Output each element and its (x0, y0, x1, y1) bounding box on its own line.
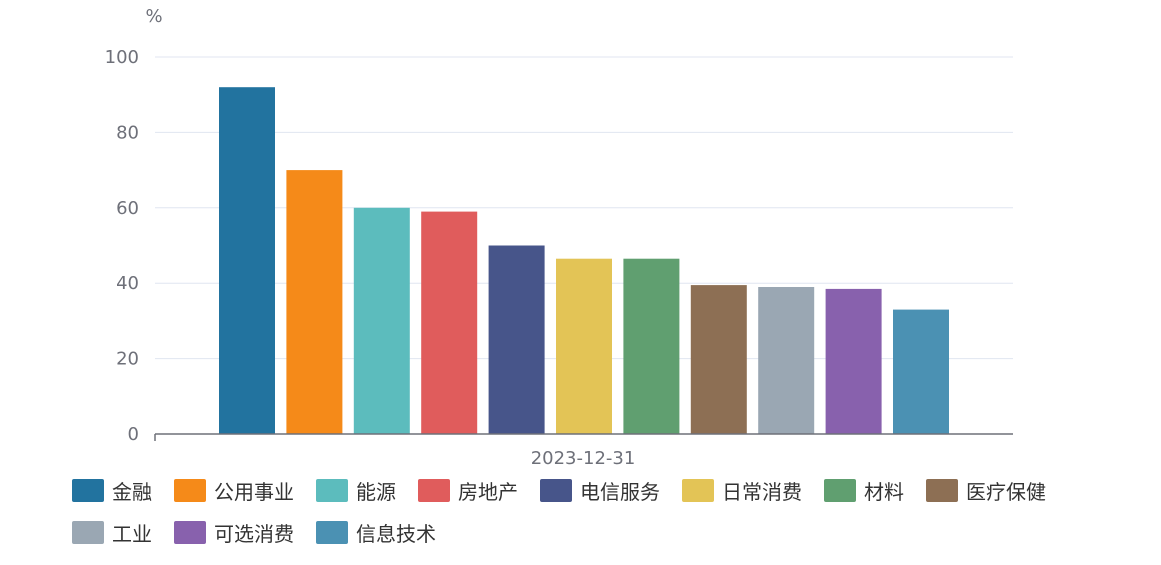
legend-item[interactable]: 金融 (72, 476, 152, 504)
legend-item[interactable]: 能源 (316, 476, 396, 504)
legend-label: 金融 (112, 479, 152, 504)
legend-item[interactable]: 医疗保健 (926, 476, 1046, 504)
legend-item[interactable]: 材料 (824, 476, 904, 504)
legend-swatch (174, 520, 206, 544)
bar-3[interactable] (353, 207, 410, 434)
y-tick-label: 20 (116, 349, 139, 370)
legend-item[interactable]: 工业 (72, 518, 152, 546)
legend-label: 公用事业 (214, 479, 294, 504)
legend-item[interactable]: 公用事业 (174, 476, 294, 504)
legend-swatch (316, 520, 348, 544)
legend-swatch (418, 478, 450, 502)
bar-10[interactable] (825, 288, 882, 434)
legend-swatch (540, 478, 572, 502)
legend-swatch (682, 478, 714, 502)
bar-6[interactable] (556, 258, 612, 434)
legend-label: 能源 (356, 479, 396, 504)
bar-11[interactable] (893, 309, 949, 434)
legend-swatch (72, 478, 104, 502)
legend: 金融 公用事业 能源 房地产 电信服务 日常消费 材料 医疗保健工业 可选消费 信息技术 (72, 476, 1132, 546)
legend-label: 电信服务 (580, 479, 660, 504)
y-tick-label: 40 (116, 273, 139, 294)
y-tick-label: 60 (116, 198, 139, 219)
legend-swatch (824, 478, 856, 502)
y-axis-ticks: 0 20 40 60 80 100 (105, 47, 139, 445)
bars (219, 87, 949, 434)
y-axis-unit-label: % (145, 6, 162, 27)
legend-label: 房地产 (458, 479, 518, 504)
legend-swatch (174, 478, 206, 502)
legend-label: 日常消费 (722, 479, 802, 504)
y-tick-label: 0 (128, 424, 139, 445)
legend-swatch (316, 478, 348, 502)
legend-label: 工业 (112, 521, 152, 546)
bar-2[interactable] (286, 170, 343, 434)
legend-swatch (72, 520, 104, 544)
y-tick-label: 80 (116, 122, 139, 143)
legend-item[interactable]: 房地产 (418, 476, 518, 504)
bar-1[interactable] (219, 87, 275, 434)
legend-label: 医疗保健 (966, 479, 1046, 504)
y-tick-label: 100 (105, 47, 139, 68)
bar-4[interactable] (421, 211, 478, 434)
legend-label: 材料 (864, 479, 904, 504)
bar-9[interactable] (758, 287, 815, 434)
bar-8[interactable] (690, 285, 747, 434)
legend-item[interactable]: 信息技术 (316, 518, 436, 546)
legend-item[interactable]: 可选消费 (174, 518, 294, 546)
legend-label: 可选消费 (214, 521, 294, 546)
x-axis-category-label: 2023-12-31 (531, 448, 636, 469)
legend-item[interactable]: 日常消费 (682, 476, 802, 504)
legend-swatch (926, 478, 958, 502)
bar-7[interactable] (623, 258, 680, 434)
legend-label: 信息技术 (356, 521, 436, 546)
legend-item[interactable]: 电信服务 (540, 476, 660, 504)
bar-5[interactable] (488, 245, 545, 435)
